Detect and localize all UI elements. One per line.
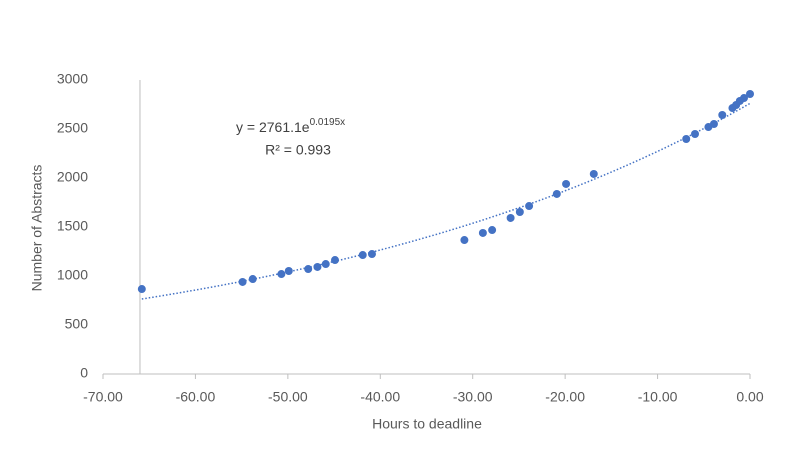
data-point [746,90,754,99]
y-tick-label: 1000 [57,267,88,283]
data-point [284,267,293,276]
data-point [552,189,561,198]
data-point [682,134,691,143]
r-squared: R² = 0.993 [265,142,331,158]
y-tick-label: 1500 [57,218,88,234]
data-point [460,236,469,245]
data-point [515,208,524,217]
data-point [321,260,330,269]
y-tick-label: 0 [80,365,88,381]
data-point [718,110,727,119]
data-point [330,256,339,265]
trendline [141,102,751,300]
x-tick-label: 0.00 [736,389,763,405]
data-point [709,120,718,129]
y-tick-label: 3000 [57,71,88,87]
data-point [488,226,497,235]
data-point [313,262,322,271]
y-axis-label: Number of Abstracts [29,165,45,292]
x-axis-label: Hours to deadline [372,416,482,432]
data-point [525,202,534,211]
data-point [739,94,748,103]
x-tick-label: -50.00 [268,389,308,405]
x-tick-label: -40.00 [360,389,400,405]
x-tick-label: -30.00 [453,389,493,405]
data-point [238,277,247,286]
equation-exponent: 0.0195x [310,117,346,128]
data-point [367,250,376,259]
data-point [137,285,146,294]
y-tick-label: 2500 [57,120,88,136]
data-point [277,270,286,279]
trendline-equation: y = 2761.1e0.0195x [236,117,345,135]
x-tick-label: -10.00 [638,389,678,405]
data-point [691,129,700,138]
data-point [506,213,515,222]
data-point [248,275,257,284]
x-tick-label: -70.00 [83,389,123,405]
data-point [478,228,487,237]
equation-base: y = 2761.1e [236,119,310,135]
x-tick-label: -20.00 [545,389,585,405]
data-point [589,169,598,178]
y-tick-label: 2000 [57,169,88,185]
data-point [304,265,313,274]
data-point [358,251,367,260]
x-tick-label: -60.00 [176,389,216,405]
data-point [562,179,571,188]
y-tick-label: 500 [65,316,89,332]
